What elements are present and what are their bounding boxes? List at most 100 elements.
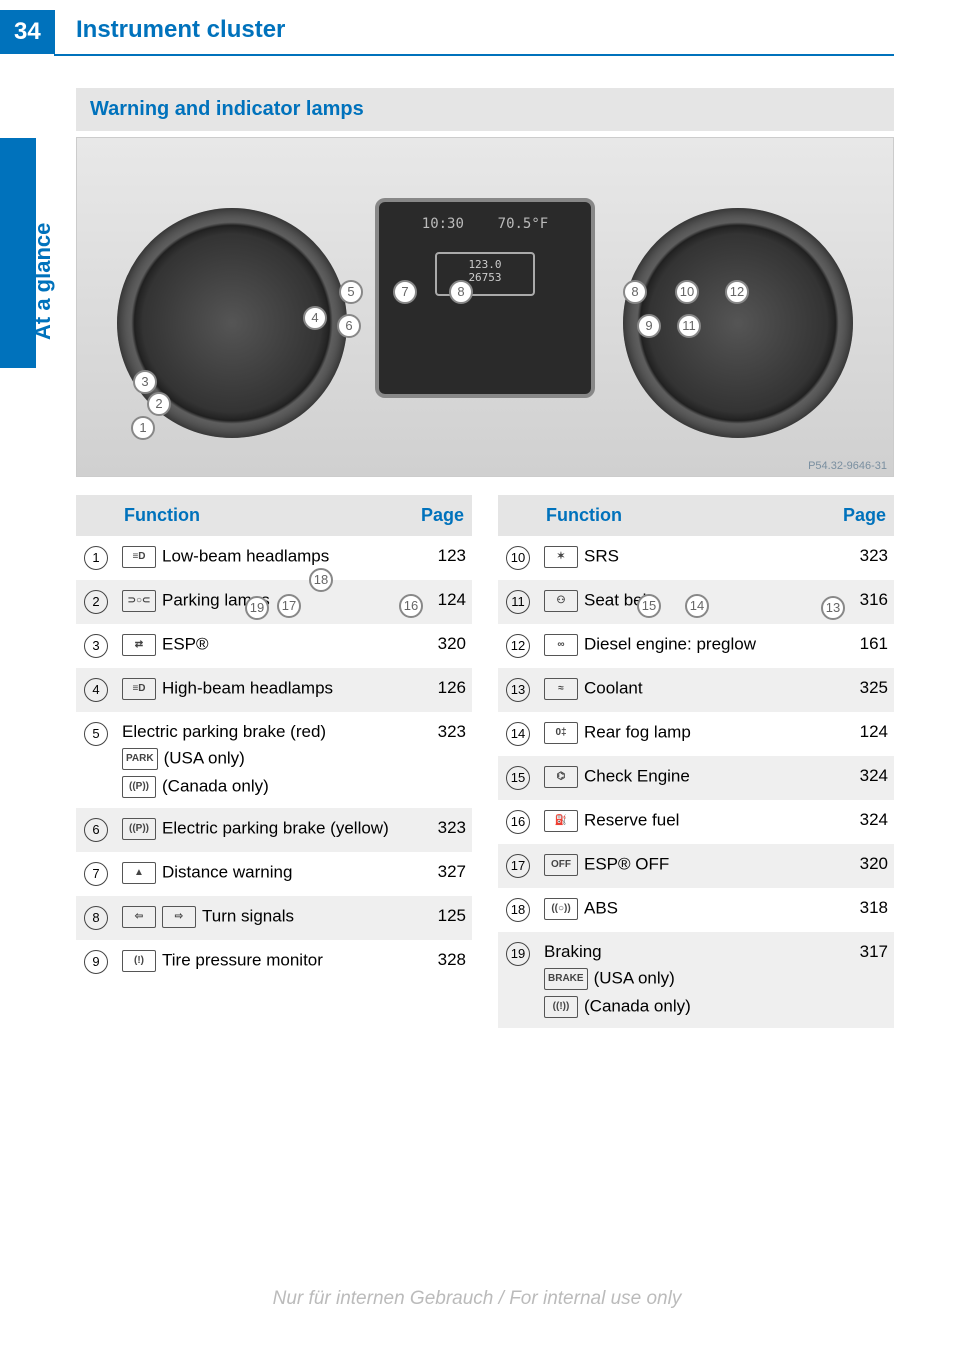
- table-row: 16 ⛽ Reserve fuel 324: [498, 800, 894, 844]
- function-sublabel: (USA only): [164, 748, 245, 767]
- page-number: 34: [0, 10, 55, 54]
- function-label: ABS: [584, 898, 618, 917]
- function-sublabel: (USA only): [594, 968, 675, 987]
- row-number: 10: [506, 546, 530, 570]
- page-ref: 318: [830, 888, 894, 932]
- indicator-icon: ((P)): [122, 818, 156, 840]
- function-cell: ((P))Electric parking brake (yellow): [116, 808, 408, 852]
- function-label: Reserve fuel: [584, 810, 679, 829]
- row-number: 15: [506, 766, 530, 790]
- section-heading: Warning and indicator lamps: [76, 88, 894, 131]
- page-ref: 320: [830, 844, 894, 888]
- indicator-icon: ⇨: [162, 906, 196, 928]
- callout-4: 4: [303, 306, 327, 330]
- table-row: 8⇦⇨Turn signals125: [76, 896, 472, 940]
- page-ref: 323: [830, 536, 894, 580]
- page-ref: 126: [408, 668, 472, 712]
- table-row: 10 ✶ SRS 323: [498, 536, 894, 580]
- instrument-cluster-figure: 10:30 70.5°F 123.026753 1234567889101112…: [76, 137, 894, 477]
- indicator-icon: BRAKE: [544, 968, 588, 990]
- page-ref: 328: [408, 940, 472, 984]
- indicator-icon: ((!)): [544, 996, 578, 1018]
- function-label: Braking: [544, 942, 602, 961]
- indicator-icon: ⛽: [544, 810, 578, 832]
- row-number: 8: [84, 906, 108, 930]
- callout-1: 1: [131, 416, 155, 440]
- indicator-icon: ⇄: [122, 634, 156, 656]
- function-cell: ⛽ Reserve fuel: [538, 800, 830, 844]
- function-sublabel: (Canada only): [162, 776, 269, 795]
- callout-18: 18: [309, 568, 333, 592]
- indicator-icon: 0‡: [544, 722, 578, 744]
- indicator-icon: ✶: [544, 546, 578, 568]
- indicator-icon: ((P)): [122, 776, 156, 798]
- figure-credit: P54.32-9646-31: [808, 460, 887, 472]
- function-cell: Electric parking brake (red) PARK (USA onl…: [116, 712, 408, 808]
- row-number: 2: [84, 590, 108, 614]
- callout-11: 11: [677, 314, 701, 338]
- page-ref: 325: [830, 668, 894, 712]
- col-function: Function: [538, 495, 830, 536]
- page-title: Instrument cluster: [76, 16, 894, 44]
- page-ref: 323: [408, 808, 472, 852]
- function-cell: ≡DHigh-beam headlamps: [116, 668, 408, 712]
- function-sublabel: (Canada only): [584, 996, 691, 1015]
- right-table: Function Page 10✶SRS32311⚇Seat belt31612…: [498, 495, 894, 1028]
- callout-6: 6: [337, 314, 361, 338]
- function-cell: ▲Distance warning: [116, 852, 408, 896]
- function-cell: ⇦⇨Turn signals: [116, 896, 408, 940]
- indicator-icon: ≈: [544, 678, 578, 700]
- table-row: 140‡Rear fog lamp124: [498, 712, 894, 756]
- callout-7: 7: [393, 280, 417, 304]
- table-row: 1≡DLow-beam headlamps123: [76, 536, 472, 580]
- table-row: 7▲Distance warning327: [76, 852, 472, 896]
- lcd-time: 10:30: [422, 216, 464, 232]
- callout-13: 13: [821, 596, 845, 620]
- row-number: 6: [84, 818, 108, 842]
- function-label: Turn signals: [202, 906, 294, 925]
- indicator-icon: ⚇: [544, 590, 578, 612]
- callout-9: 9: [637, 314, 661, 338]
- indicator-icon: ▲: [122, 862, 156, 884]
- page-ref: 161: [830, 624, 894, 668]
- callout-12: 12: [725, 280, 749, 304]
- row-number: 4: [84, 678, 108, 702]
- row-number: 16: [506, 810, 530, 834]
- indicator-icon: ((○)): [544, 898, 578, 920]
- table-row: 12∞Diesel engine: preglow161: [498, 624, 894, 668]
- table-row: 3⇄ESP®320: [76, 624, 472, 668]
- indicator-icon: ⌬: [544, 766, 578, 788]
- indicator-icon: ≡D: [122, 546, 156, 568]
- footer-watermark: Nur für internen Gebrauch / For internal…: [0, 1288, 954, 1310]
- callout-17: 17: [277, 594, 301, 618]
- row-number: 9: [84, 950, 108, 974]
- col-page: Page: [830, 495, 894, 536]
- function-cell: ≈ Coolant: [538, 668, 830, 712]
- table-row: 6 ((P))Electric parking brake (yellow)323: [76, 808, 472, 852]
- callout-10: 10: [675, 280, 699, 304]
- row-number: 3: [84, 634, 108, 658]
- function-label: Tire pressure monitor: [162, 950, 323, 969]
- row-number: 11: [506, 590, 530, 614]
- function-label: High-beam headlamps: [162, 678, 333, 697]
- callout-3: 3: [133, 370, 157, 394]
- table-row: 13≈Coolant325: [498, 668, 894, 712]
- function-cell: ≡D Low-beam headlamps: [116, 536, 408, 580]
- header-bar: Instrument cluster: [54, 10, 894, 56]
- function-label: Diesel engine: preglow: [584, 634, 756, 653]
- function-label: Low-beam headlamps: [162, 546, 329, 565]
- row-number: 17: [506, 854, 530, 878]
- function-label: Coolant: [584, 678, 643, 697]
- page-ref: 324: [830, 800, 894, 844]
- indicator-icon: ∞: [544, 634, 578, 656]
- function-label: ESP® OFF: [584, 854, 669, 873]
- indicator-icon: PARK: [122, 748, 158, 770]
- indicator-icon: OFF: [544, 854, 578, 876]
- function-label: SRS: [584, 546, 619, 565]
- function-label: Electric parking brake (red): [122, 722, 326, 741]
- row-number: 7: [84, 862, 108, 886]
- callout-15: 15: [637, 594, 661, 618]
- row-number: 14: [506, 722, 530, 746]
- page-ref: 125: [408, 896, 472, 940]
- table-row: 9(!)Tire pressure monitor328: [76, 940, 472, 984]
